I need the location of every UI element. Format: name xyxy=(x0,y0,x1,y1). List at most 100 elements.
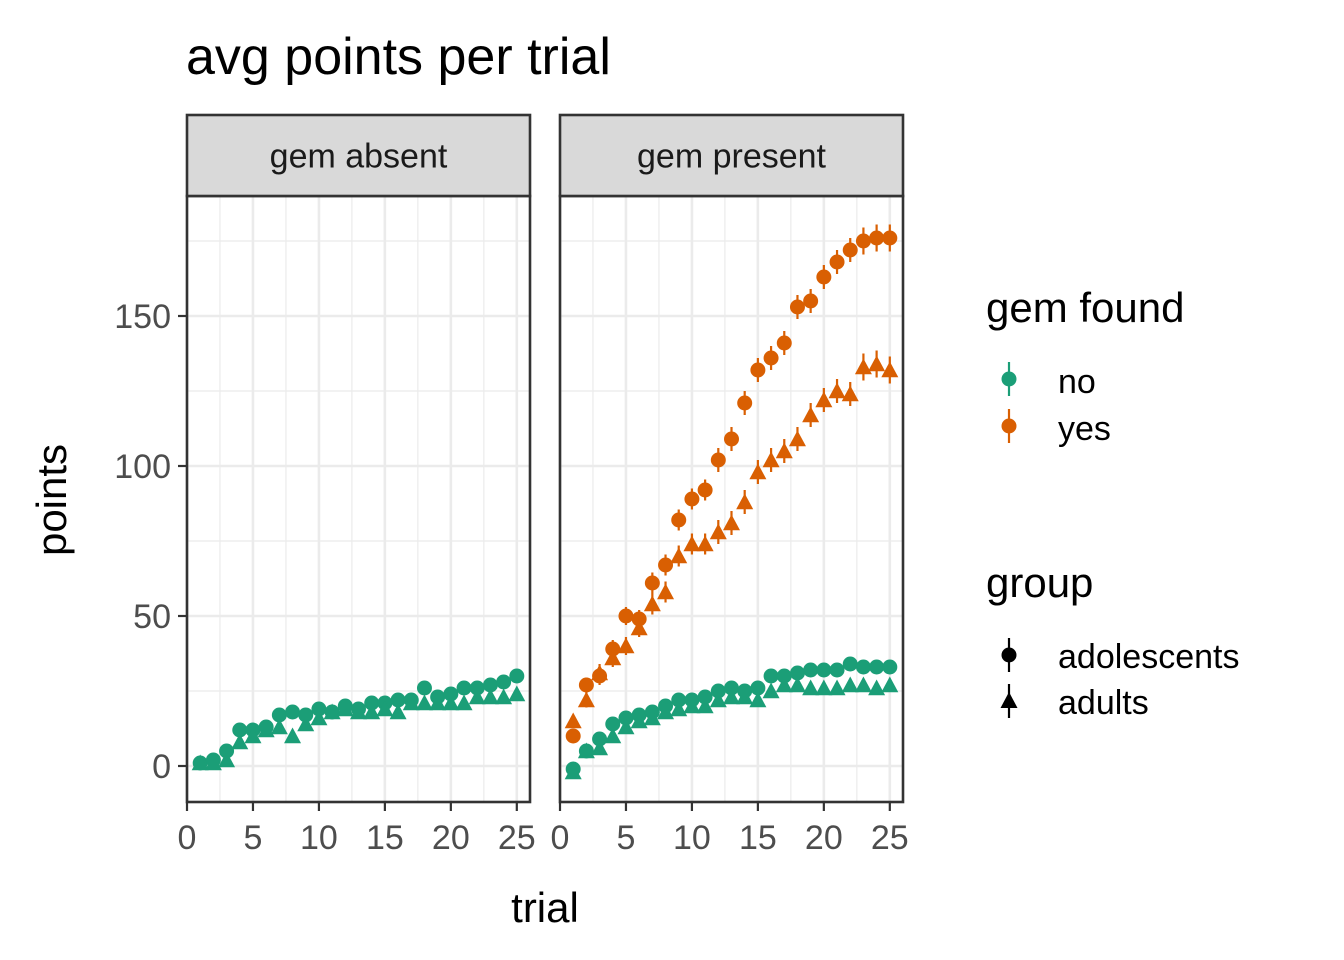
data-point-circle xyxy=(456,680,472,696)
data-point-triangle xyxy=(630,619,648,636)
data-point-triangle xyxy=(617,637,635,654)
x-tick-label: 10 xyxy=(673,819,711,857)
legend-shape-title: group xyxy=(986,559,1093,606)
data-point-triangle xyxy=(736,688,754,705)
y-tick-label: 0 xyxy=(152,748,171,786)
data-point-circle xyxy=(416,680,432,696)
data-point-circle xyxy=(882,659,898,675)
data-point-triangle xyxy=(683,535,701,552)
legend-color-title: gem found xyxy=(986,284,1184,331)
data-point-triangle xyxy=(591,664,609,681)
data-point-circle xyxy=(842,656,858,672)
x-tick-label: 0 xyxy=(551,819,570,857)
data-point-triangle xyxy=(881,361,899,378)
data-point-circle xyxy=(750,362,766,378)
data-point-circle xyxy=(737,395,753,411)
data-point-circle xyxy=(855,659,871,675)
data-point-circle xyxy=(750,680,766,696)
data-point-triangle xyxy=(630,712,648,729)
data-point-triangle xyxy=(604,727,622,744)
data-point-triangle xyxy=(284,727,302,744)
legend-key-adolescents xyxy=(1001,647,1017,663)
data-point-triangle xyxy=(696,535,714,552)
data-point-circle xyxy=(605,716,621,732)
data-point-circle xyxy=(789,299,805,315)
data-point-circle xyxy=(803,293,819,309)
data-point-triangle xyxy=(696,697,714,714)
data-point-triangle xyxy=(709,523,727,540)
data-point-circle xyxy=(565,728,581,744)
data-point-triangle xyxy=(350,703,367,720)
data-point-circle xyxy=(671,692,687,708)
data-point-circle xyxy=(816,662,832,678)
data-point-triangle xyxy=(231,733,249,750)
data-point-circle xyxy=(776,668,792,684)
data-point-triangle xyxy=(723,514,740,531)
data-point-triangle xyxy=(481,688,499,705)
data-point-circle xyxy=(496,674,512,690)
x-tick-label: 5 xyxy=(617,819,636,857)
strip-background xyxy=(558,113,905,198)
data-point-triangle xyxy=(657,583,675,600)
data-point-circle xyxy=(671,512,687,528)
y-tick-label: 50 xyxy=(133,598,171,636)
data-point-circle xyxy=(829,254,845,270)
legend-item-adolescents: adolescents xyxy=(1001,638,1239,676)
data-point-circle xyxy=(592,731,608,747)
data-point-circle xyxy=(578,677,594,693)
data-point-triangle xyxy=(788,676,806,693)
data-point-triangle xyxy=(218,751,236,768)
data-point-triangle xyxy=(604,649,622,666)
legend-key-yes xyxy=(1001,418,1017,434)
data-point-triangle xyxy=(363,703,381,720)
data-point-triangle xyxy=(429,694,447,711)
data-point-triangle xyxy=(736,493,754,510)
data-point-triangle xyxy=(643,595,661,612)
legend-key-adults xyxy=(1000,692,1018,708)
x-tick-label: 20 xyxy=(805,819,843,857)
data-point-triangle xyxy=(617,718,635,735)
data-point-triangle xyxy=(389,703,407,720)
data-point-triangle xyxy=(841,676,859,693)
legend-label-adults: adults xyxy=(1058,684,1149,722)
y-axis-title: points xyxy=(28,444,75,556)
data-point-triangle xyxy=(868,355,886,372)
facet-panels: gem absent 0 5 10 15 20 25 gem present 0 5 10 15 20 2… xyxy=(114,113,909,857)
data-point-circle xyxy=(271,707,287,723)
data-point-circle xyxy=(869,230,885,246)
data-point-triangle xyxy=(657,703,675,720)
data-point-circle xyxy=(724,431,739,447)
strip-background xyxy=(185,113,532,198)
data-point-circle xyxy=(509,668,525,684)
data-point-triangle xyxy=(723,688,740,705)
data-point-triangle xyxy=(670,547,688,564)
data-point-circle xyxy=(829,662,845,678)
strip-label: gem present xyxy=(637,138,827,176)
data-point-triangle xyxy=(802,679,820,696)
x-tick-label: 25 xyxy=(871,819,909,857)
data-point-triangle xyxy=(643,709,661,726)
x-tick-label: 0 xyxy=(178,819,197,857)
data-point-circle xyxy=(763,668,779,684)
data-point-circle xyxy=(364,695,380,711)
data-point-circle xyxy=(803,662,819,678)
data-point-triangle xyxy=(828,382,846,399)
data-point-circle xyxy=(697,689,713,705)
data-point-triangle xyxy=(468,688,486,705)
data-point-triangle xyxy=(495,688,513,705)
data-point-triangle xyxy=(815,679,833,696)
data-point-triangle xyxy=(775,442,793,459)
data-point-triangle xyxy=(881,676,899,693)
data-point-circle xyxy=(842,242,858,258)
data-point-circle xyxy=(697,482,713,498)
panel-background xyxy=(560,196,903,802)
data-point-triangle xyxy=(788,430,806,447)
data-point-circle xyxy=(816,269,832,285)
data-point-triangle xyxy=(762,682,780,699)
data-point-triangle xyxy=(854,358,872,375)
data-point-circle xyxy=(219,743,235,759)
panel-gem-absent: gem absent 0 5 10 15 20 25 xyxy=(178,113,536,857)
legend-item-yes: yes xyxy=(1001,409,1111,448)
data-point-triangle xyxy=(442,694,460,711)
legend-item-adults: adults xyxy=(1000,684,1149,722)
